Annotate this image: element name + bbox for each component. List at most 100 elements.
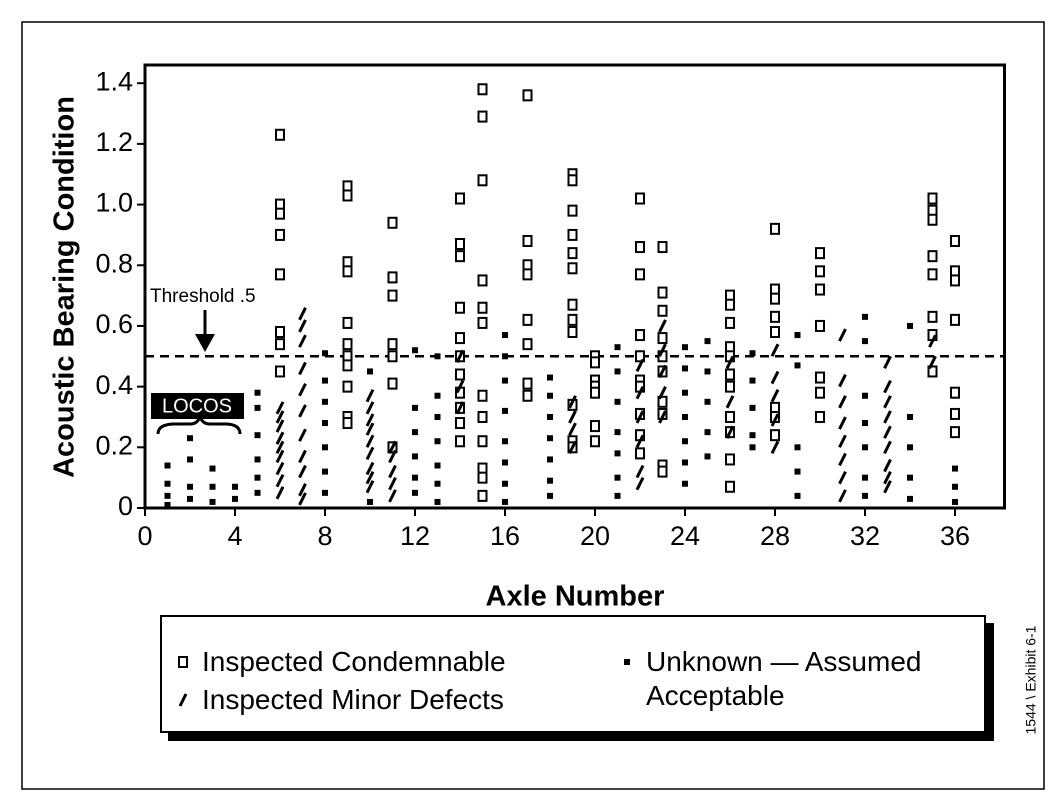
legend-label: Unknown — Assumed Acceptable bbox=[646, 646, 922, 711]
point bbox=[547, 374, 553, 381]
point bbox=[502, 377, 508, 384]
side-note: 1544 \ Exhibit 6-1 bbox=[1023, 625, 1039, 734]
point bbox=[950, 386, 960, 399]
point bbox=[590, 386, 600, 399]
point bbox=[367, 498, 373, 505]
point bbox=[298, 449, 307, 464]
point bbox=[547, 477, 553, 484]
point bbox=[682, 389, 688, 396]
point bbox=[770, 370, 780, 385]
y-tick-label: 0.2 bbox=[95, 430, 133, 460]
point bbox=[749, 432, 756, 439]
point bbox=[342, 316, 353, 329]
point bbox=[322, 420, 328, 427]
y-tick-label: 0.4 bbox=[95, 370, 133, 400]
point bbox=[815, 410, 825, 423]
point bbox=[838, 470, 847, 485]
point bbox=[502, 459, 508, 466]
point bbox=[254, 404, 261, 411]
point bbox=[883, 470, 892, 485]
point bbox=[838, 416, 847, 430]
point bbox=[883, 355, 892, 370]
point bbox=[455, 435, 465, 448]
point bbox=[927, 213, 938, 226]
point bbox=[682, 459, 688, 466]
point bbox=[635, 358, 645, 373]
y-tick-label: 1.2 bbox=[95, 127, 133, 157]
point bbox=[794, 332, 801, 339]
point bbox=[657, 395, 668, 408]
point bbox=[298, 361, 307, 376]
point bbox=[862, 492, 868, 499]
point bbox=[502, 353, 508, 360]
point bbox=[434, 392, 441, 399]
point bbox=[614, 398, 621, 405]
point bbox=[387, 377, 398, 390]
point bbox=[275, 449, 285, 464]
point bbox=[657, 304, 668, 317]
point bbox=[434, 462, 441, 469]
group-label: LOCOS bbox=[162, 395, 232, 417]
point bbox=[455, 401, 465, 415]
point bbox=[178, 656, 188, 668]
point bbox=[794, 468, 801, 475]
point bbox=[387, 350, 398, 363]
point bbox=[275, 431, 285, 445]
point bbox=[254, 474, 261, 481]
legend-marker bbox=[178, 656, 188, 668]
point bbox=[614, 429, 621, 436]
point bbox=[547, 413, 553, 420]
point bbox=[365, 446, 375, 461]
point bbox=[455, 379, 465, 394]
point bbox=[950, 426, 960, 439]
point bbox=[502, 438, 508, 445]
group-label-box bbox=[151, 393, 244, 419]
point bbox=[342, 417, 353, 430]
point bbox=[682, 365, 688, 372]
point bbox=[522, 313, 533, 326]
point bbox=[275, 410, 285, 424]
legend-label: Inspected Minor Defects bbox=[202, 684, 504, 715]
point bbox=[387, 338, 398, 351]
point bbox=[164, 492, 171, 499]
point bbox=[883, 410, 892, 424]
point bbox=[657, 332, 668, 345]
point bbox=[568, 440, 577, 454]
point bbox=[502, 480, 508, 487]
point bbox=[547, 435, 553, 442]
point bbox=[342, 265, 353, 278]
point bbox=[164, 480, 171, 487]
point bbox=[568, 395, 577, 409]
legend-label: Inspected Condemnable bbox=[202, 646, 506, 677]
point bbox=[928, 334, 937, 348]
point bbox=[365, 422, 375, 436]
point bbox=[770, 389, 780, 403]
point bbox=[815, 265, 825, 278]
point bbox=[883, 458, 892, 473]
y-tick-label: 0.6 bbox=[95, 309, 133, 339]
point bbox=[568, 410, 577, 424]
point bbox=[950, 234, 960, 247]
point bbox=[614, 450, 621, 457]
point bbox=[365, 389, 375, 403]
point bbox=[704, 453, 711, 460]
point bbox=[815, 283, 825, 296]
point bbox=[657, 241, 668, 254]
point bbox=[635, 350, 645, 363]
point bbox=[928, 355, 937, 370]
point bbox=[590, 420, 600, 433]
point bbox=[749, 404, 756, 411]
point bbox=[455, 238, 465, 251]
point bbox=[838, 489, 847, 503]
point bbox=[614, 344, 621, 351]
point bbox=[770, 440, 780, 454]
point bbox=[725, 316, 735, 329]
point bbox=[658, 319, 667, 333]
point bbox=[434, 438, 441, 445]
point bbox=[365, 401, 375, 415]
point bbox=[387, 271, 398, 284]
point bbox=[883, 440, 892, 454]
point bbox=[907, 474, 913, 481]
y-tick-label: 1.0 bbox=[95, 188, 133, 218]
